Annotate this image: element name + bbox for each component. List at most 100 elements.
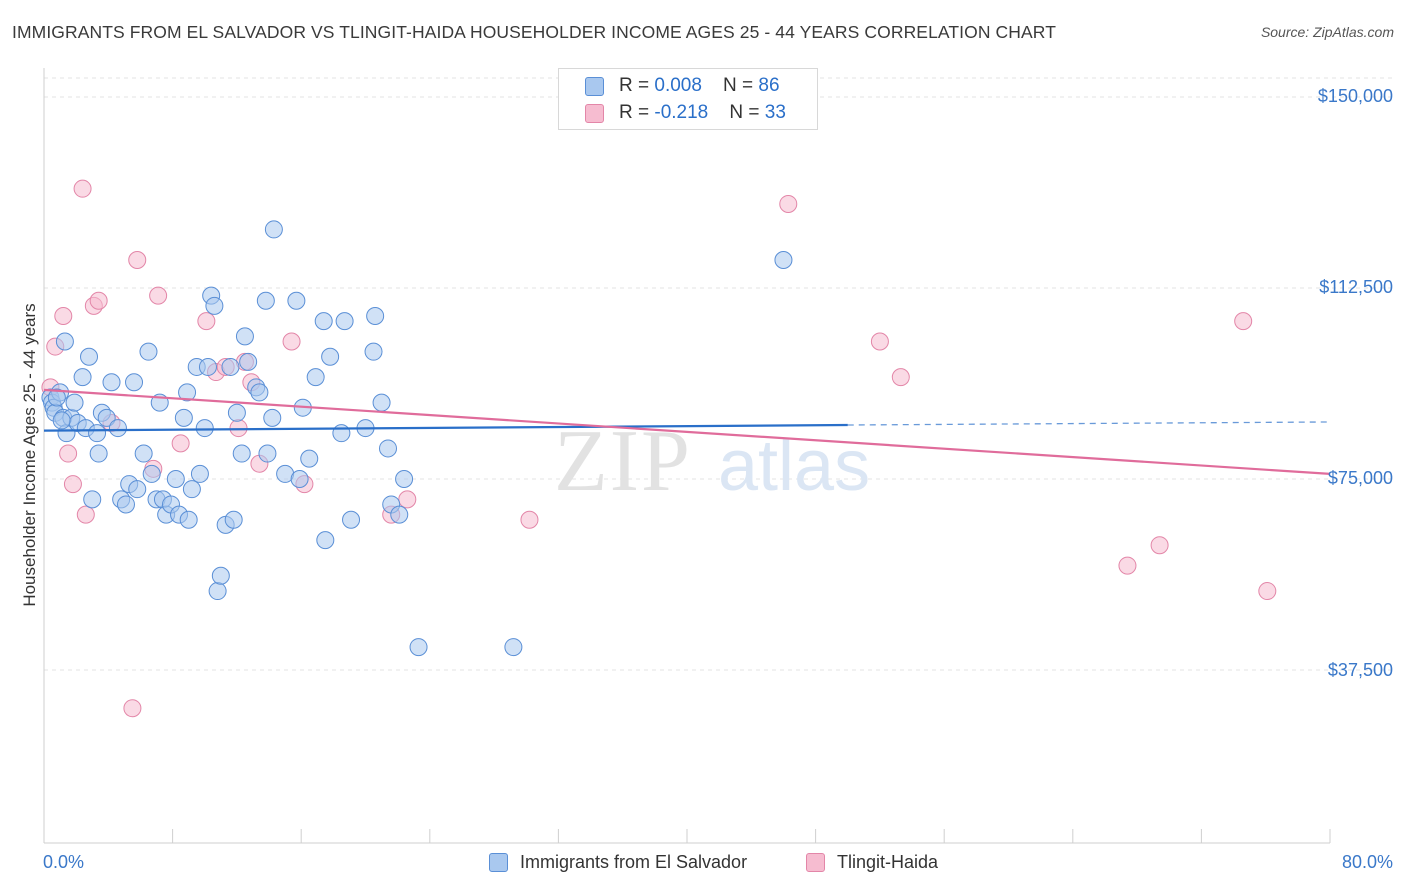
trend-line-tlingit-haida bbox=[43, 388, 1331, 476]
legend-r-value: 0.008 bbox=[654, 75, 702, 96]
data-point-el-salvador bbox=[205, 296, 224, 315]
data-point-tlingit-haida bbox=[1234, 312, 1253, 331]
y-tick-label: $75,000 bbox=[1327, 468, 1393, 488]
data-point-tlingit-haida bbox=[1258, 582, 1277, 601]
data-point-tlingit-haida bbox=[128, 250, 147, 269]
bottom-legend-el-salvador: Immigrants from El Salvador bbox=[489, 852, 747, 873]
data-point-el-salvador bbox=[264, 220, 283, 239]
data-point-el-salvador bbox=[306, 368, 325, 387]
data-point-tlingit-haida bbox=[398, 490, 417, 509]
data-point-el-salvador bbox=[139, 342, 158, 361]
chart-title: IMMIGRANTS FROM EL SALVADOR VS TLINGIT-H… bbox=[12, 22, 1057, 42]
data-point-el-salvador bbox=[182, 480, 201, 499]
x-tick-max: 80.0% bbox=[1341, 852, 1393, 872]
data-point-el-salvador bbox=[390, 505, 409, 524]
data-point-el-salvador bbox=[208, 582, 227, 601]
bottom-legend-tlingit-haida: Tlingit-Haida bbox=[806, 852, 938, 873]
trend-line-el-salvador bbox=[43, 423, 848, 432]
data-point-tlingit-haida bbox=[54, 307, 73, 326]
data-point-tlingit-haida bbox=[149, 286, 168, 305]
data-point-el-salvador bbox=[89, 444, 108, 463]
data-point-el-salvador bbox=[134, 444, 153, 463]
watermark: ZIP atlas bbox=[554, 413, 870, 510]
grid-lines bbox=[44, 77, 1395, 671]
data-point-el-salvador bbox=[73, 368, 92, 387]
y-tick-label: $37,500 bbox=[1327, 660, 1393, 680]
data-point-el-salvador bbox=[166, 470, 185, 488]
bottom-legend-swatch-pink bbox=[806, 853, 825, 872]
bottom-legend-label: Tlingit-Haida bbox=[837, 852, 939, 872]
source-label: Source: ZipAtlas.com bbox=[1260, 24, 1394, 40]
data-point-el-salvador bbox=[300, 449, 319, 468]
legend-swatch-pink bbox=[585, 103, 604, 123]
data-point-el-salvador bbox=[321, 347, 340, 366]
data-point-el-salvador bbox=[263, 408, 282, 427]
data-point-el-salvador bbox=[88, 424, 107, 443]
data-point-el-salvador bbox=[80, 347, 99, 366]
axes bbox=[43, 68, 1331, 844]
data-point-el-salvador bbox=[116, 495, 135, 514]
series-el-salvador-points bbox=[41, 220, 793, 657]
data-point-el-salvador bbox=[190, 464, 209, 483]
data-point-tlingit-haida bbox=[229, 419, 248, 438]
data-point-el-salvador bbox=[504, 638, 523, 657]
data-point-el-salvador bbox=[108, 419, 127, 438]
data-point-el-salvador bbox=[211, 566, 230, 585]
trend-lines bbox=[43, 388, 1331, 476]
data-point-el-salvador bbox=[221, 357, 240, 376]
data-point-el-salvador bbox=[256, 291, 275, 310]
data-point-el-salvador bbox=[258, 444, 277, 463]
data-point-el-salvador bbox=[366, 307, 385, 326]
watermark-zip: ZIP bbox=[554, 413, 692, 510]
data-point-tlingit-haida bbox=[1118, 556, 1137, 575]
data-point-el-salvador bbox=[316, 531, 335, 550]
data-point-el-salvador bbox=[290, 470, 309, 488]
correlation-legend: R = 0.008 N = 86 R = -0.218 N = 33 bbox=[558, 68, 818, 130]
data-point-el-salvador bbox=[335, 312, 354, 331]
bottom-legend-swatch-blue bbox=[489, 853, 508, 872]
y-tick-label: $150,000 bbox=[1317, 86, 1393, 106]
data-point-tlingit-haida bbox=[63, 475, 82, 494]
data-point-el-salvador bbox=[128, 480, 147, 499]
data-point-el-salvador bbox=[395, 470, 414, 488]
data-point-el-salvador bbox=[52, 411, 71, 430]
data-point-el-salvador bbox=[179, 510, 198, 529]
data-point-tlingit-haida bbox=[76, 505, 95, 524]
data-point-el-salvador bbox=[83, 490, 102, 509]
legend-n-label: N = bbox=[723, 75, 759, 96]
data-point-el-salvador bbox=[227, 403, 246, 422]
data-point-el-salvador bbox=[224, 510, 243, 529]
legend-n-value: 86 bbox=[758, 75, 780, 96]
y-tick-label: $112,500 bbox=[1319, 277, 1393, 297]
data-point-tlingit-haida bbox=[282, 332, 301, 351]
data-point-el-salvador bbox=[287, 291, 306, 310]
data-point-tlingit-haida bbox=[520, 510, 539, 529]
legend-n-value: 33 bbox=[764, 102, 786, 123]
data-point-el-salvador bbox=[178, 383, 197, 402]
data-point-el-salvador bbox=[332, 424, 351, 443]
data-point-tlingit-haida bbox=[1150, 536, 1169, 555]
legend-r-value: -0.218 bbox=[654, 102, 709, 123]
data-point-el-salvador bbox=[47, 388, 66, 407]
data-point-tlingit-haida bbox=[891, 368, 910, 387]
legend-r-label: R = bbox=[619, 75, 655, 96]
y-axis-label: Householder Income Ages 25 - 44 years bbox=[20, 303, 39, 607]
data-point-el-salvador bbox=[379, 439, 398, 458]
data-point-el-salvador bbox=[314, 312, 333, 331]
bottom-legend-label: Immigrants from El Salvador bbox=[520, 852, 748, 872]
data-point-el-salvador bbox=[97, 408, 116, 427]
data-point-el-salvador bbox=[235, 327, 254, 346]
data-point-tlingit-haida bbox=[123, 699, 142, 718]
legend-swatch-blue bbox=[585, 76, 604, 96]
data-point-tlingit-haida bbox=[870, 332, 889, 351]
data-point-el-salvador bbox=[198, 357, 217, 376]
trend-line-el-salvador-extension bbox=[847, 421, 1331, 426]
data-point-el-salvador bbox=[125, 373, 144, 392]
data-point-tlingit-haida bbox=[779, 194, 798, 213]
data-point-el-salvador bbox=[774, 250, 793, 269]
data-point-el-salvador bbox=[102, 373, 121, 392]
data-point-el-salvador bbox=[195, 419, 214, 438]
x-tick-min: 0.0% bbox=[43, 852, 85, 872]
data-point-el-salvador bbox=[342, 510, 361, 529]
data-point-el-salvador bbox=[65, 393, 84, 412]
